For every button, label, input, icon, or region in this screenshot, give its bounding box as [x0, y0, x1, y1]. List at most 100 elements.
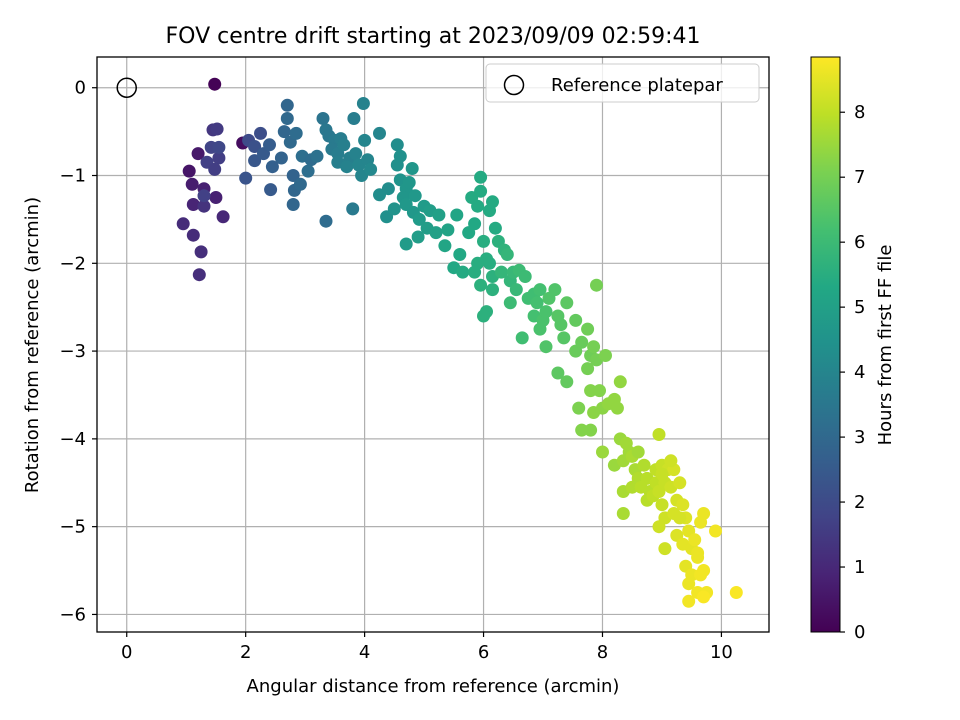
data-point — [474, 278, 488, 292]
data-point — [494, 265, 508, 279]
data-point — [697, 590, 711, 604]
data-point — [349, 147, 363, 161]
colorbar-tick-label: 2 — [854, 492, 865, 513]
data-point — [212, 151, 226, 165]
data-point — [286, 198, 300, 211]
data-point — [500, 248, 514, 261]
data-point — [438, 239, 452, 253]
data-point — [557, 331, 571, 345]
data-point — [655, 498, 669, 512]
data-point — [248, 154, 262, 168]
y-tick-label: −5 — [59, 517, 86, 538]
data-point — [652, 428, 666, 441]
data-point — [581, 362, 595, 376]
data-point — [572, 401, 586, 415]
data-point — [599, 349, 612, 362]
x-tick-label: 10 — [710, 642, 733, 663]
reference-marker — [116, 77, 137, 98]
data-point — [593, 384, 606, 398]
data-point — [399, 237, 413, 251]
data-point — [688, 533, 702, 547]
y-tick-label: −1 — [59, 166, 86, 187]
data-point — [587, 406, 601, 419]
data-point — [289, 126, 303, 140]
colorbar-tick-label: 7 — [854, 167, 865, 188]
data-point — [468, 265, 482, 279]
data-point — [197, 189, 211, 203]
colorbar-tick-label: 0 — [854, 622, 865, 643]
data-point — [584, 423, 598, 437]
data-point — [477, 234, 490, 248]
data-point — [408, 189, 422, 203]
colorbar — [810, 56, 841, 633]
data-point — [551, 366, 565, 380]
data-point — [316, 112, 330, 125]
y-tick-label: 0 — [75, 78, 86, 99]
data-point — [390, 138, 404, 152]
data-point — [286, 169, 300, 182]
data-point — [412, 212, 426, 226]
data-point — [584, 384, 598, 398]
data-point — [658, 542, 672, 556]
data-point — [673, 476, 687, 490]
data-point — [474, 184, 488, 198]
data-point — [293, 177, 307, 191]
data-point — [488, 221, 502, 235]
colorbar-tick-label: 5 — [854, 297, 865, 318]
data-point — [477, 309, 490, 323]
data-point — [441, 223, 455, 237]
data-point — [194, 245, 208, 259]
data-point — [450, 208, 464, 222]
colorbar-tick-label: 8 — [854, 102, 865, 123]
data-point — [411, 230, 425, 244]
colorbar-ticks: 0 1 2 3 4 5 6 7 8 — [840, 102, 865, 643]
data-point — [453, 248, 467, 261]
data-point — [390, 158, 404, 172]
data-point — [356, 97, 370, 110]
data-point — [347, 112, 361, 125]
data-point — [208, 77, 222, 91]
data-point — [554, 318, 568, 332]
data-point — [652, 520, 666, 534]
data-point — [673, 511, 687, 525]
data-point — [310, 149, 324, 163]
data-point — [381, 182, 395, 196]
data-point — [185, 177, 199, 191]
data-point — [346, 202, 360, 216]
scatter-points — [176, 77, 743, 608]
data-point — [197, 199, 211, 213]
colorbar-tick-label: 4 — [854, 362, 865, 383]
data-point — [429, 226, 443, 240]
data-point — [515, 331, 529, 345]
legend-entry-label: Reference platepar — [551, 75, 723, 96]
x-tick-label: 0 — [121, 642, 132, 663]
y-axis-label: Rotation from reference (arcmin) — [22, 197, 43, 493]
data-point — [518, 270, 532, 283]
data-point — [264, 183, 278, 197]
data-point — [263, 138, 276, 152]
data-point — [364, 162, 378, 176]
data-point — [176, 217, 190, 231]
x-axis-label: Angular distance from reference (arcmin) — [247, 676, 620, 697]
data-point — [530, 296, 544, 310]
chart-title: FOV centre drift starting at 2023/09/09 … — [166, 24, 701, 49]
data-point — [182, 164, 196, 178]
data-point — [548, 283, 562, 297]
data-point — [560, 375, 574, 389]
data-point — [456, 265, 470, 279]
data-point — [637, 458, 651, 472]
data-point — [274, 151, 288, 165]
colorbar-label: Hours from first FF file — [875, 245, 896, 446]
data-point — [676, 498, 690, 512]
data-point — [682, 594, 696, 608]
x-tick-label: 8 — [597, 642, 608, 663]
data-point — [319, 214, 333, 228]
data-point — [254, 126, 267, 140]
data-point — [280, 112, 294, 125]
data-point — [212, 140, 226, 154]
data-point — [340, 160, 354, 174]
data-point — [613, 375, 627, 389]
data-point — [265, 160, 279, 174]
data-point — [208, 162, 222, 176]
